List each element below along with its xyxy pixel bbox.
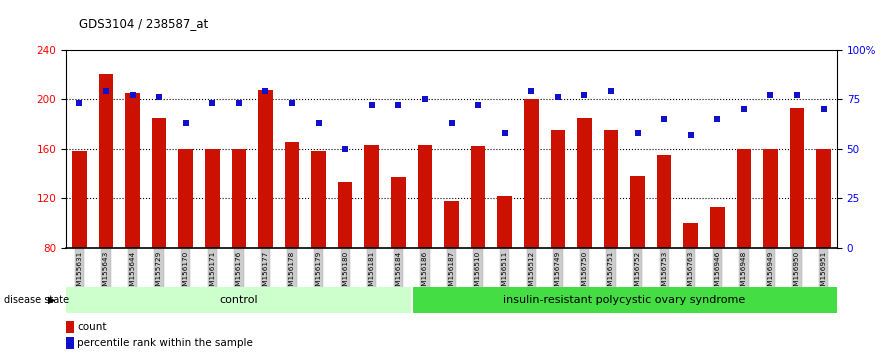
Bar [152,118,167,347]
Bar [551,130,565,347]
Point [152,94,167,100]
Point [258,88,272,94]
Point [604,88,618,94]
Point [631,130,645,136]
Point [338,146,352,152]
Text: disease state: disease state [4,295,70,305]
Bar [66,287,411,313]
Point [125,92,139,98]
Point [790,92,804,98]
Bar [710,207,725,347]
Bar [411,287,837,313]
Text: GDS3104 / 238587_at: GDS3104 / 238587_at [79,17,209,30]
Bar [763,149,778,347]
Point [312,120,326,126]
Point [524,88,538,94]
Point [657,116,671,122]
Bar [66,321,74,333]
Bar [418,145,433,347]
Text: count: count [78,322,107,332]
Point [232,100,246,106]
Point [577,92,591,98]
Bar [178,149,193,347]
Text: insulin-resistant polycystic ovary syndrome: insulin-resistant polycystic ovary syndr… [503,295,745,305]
Bar [72,151,86,347]
Point [285,100,299,106]
Point [205,100,219,106]
Bar [444,201,459,347]
Bar [603,130,618,347]
Point [99,88,113,94]
Point [764,92,778,98]
Bar [498,196,512,347]
Bar [789,108,804,347]
Bar [817,149,831,347]
Bar [258,90,273,347]
Bar [737,149,751,347]
Point [710,116,724,122]
Point [737,106,751,112]
Point [551,94,565,100]
Text: control: control [219,295,258,305]
Bar [285,142,300,347]
Point [498,130,512,136]
Bar [524,99,538,347]
Bar [338,182,352,347]
Bar [577,118,592,347]
Point [72,100,86,106]
Point [684,132,698,138]
Text: ▶: ▶ [48,295,56,305]
Bar [66,337,74,349]
Bar [684,223,698,347]
Point [391,102,405,108]
Bar [311,151,326,347]
Bar [232,149,246,347]
Point [817,106,831,112]
Bar [470,146,485,347]
Point [418,96,432,102]
Bar [125,93,140,347]
Bar [391,177,405,347]
Point [365,102,379,108]
Bar [365,145,379,347]
Bar [205,149,219,347]
Bar [99,74,114,347]
Point [444,120,458,126]
Point [179,120,193,126]
Text: percentile rank within the sample: percentile rank within the sample [78,338,253,348]
Bar [657,155,671,347]
Bar [630,176,645,347]
Point [471,102,485,108]
